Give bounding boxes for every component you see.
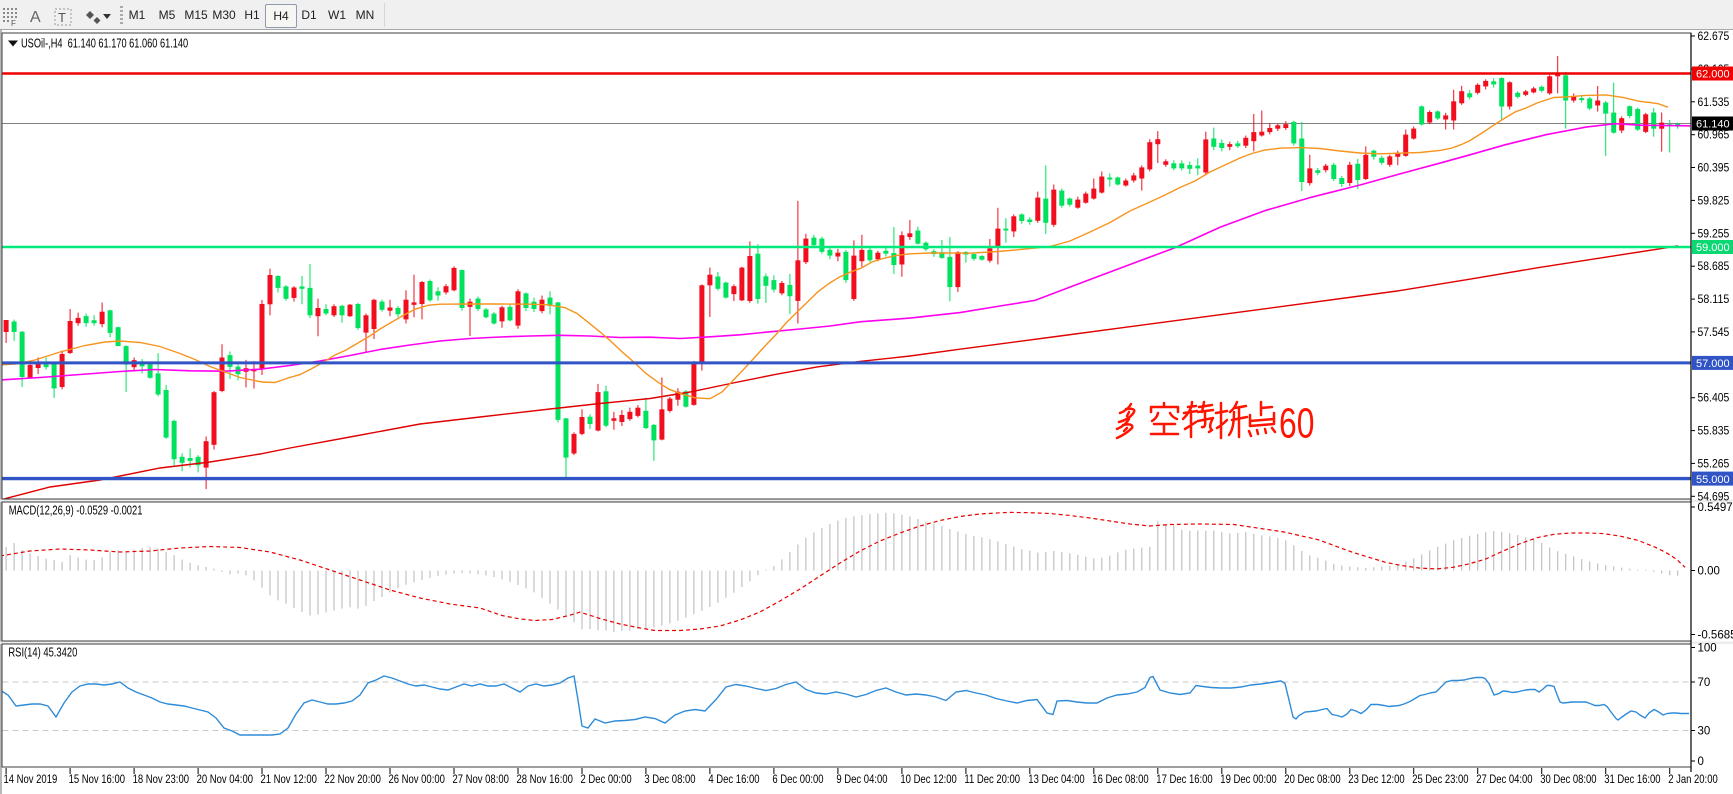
svg-text:60.395: 60.395: [1698, 163, 1730, 175]
svg-text:0: 0: [1698, 756, 1704, 768]
svg-text:9 Dec 04:00: 9 Dec 04:00: [836, 773, 887, 786]
svg-text:2 Jan 20:00: 2 Jan 20:00: [1668, 773, 1718, 786]
svg-text:55.265: 55.265: [1698, 458, 1730, 470]
svg-text:0.00: 0.00: [1698, 566, 1720, 578]
svg-text:10 Dec 12:00: 10 Dec 12:00: [900, 773, 957, 786]
svg-text:USOil-,H4 61.140 61.170 61.06: USOil-,H4 61.140 61.170 61.060 61.140: [21, 37, 188, 51]
svg-text:28 Nov 16:00: 28 Nov 16:00: [517, 773, 574, 786]
svg-text:60.965: 60.965: [1698, 130, 1730, 142]
svg-text:30: 30: [1698, 726, 1711, 738]
svg-text:T: T: [58, 10, 66, 25]
svg-text:62.675: 62.675: [1698, 31, 1730, 43]
svg-text:57.545: 57.545: [1698, 327, 1730, 339]
svg-text:21 Nov 12:00: 21 Nov 12:00: [261, 773, 318, 786]
svg-text:70: 70: [1698, 677, 1711, 689]
svg-text:3 Dec 08:00: 3 Dec 08:00: [644, 773, 695, 786]
svg-text:6 Dec 00:00: 6 Dec 00:00: [772, 773, 823, 786]
svg-text:RSI(14) 45.3420: RSI(14) 45.3420: [8, 646, 77, 660]
svg-text:4 Dec 16:00: 4 Dec 16:00: [708, 773, 759, 786]
svg-text:27 Nov 08:00: 27 Nov 08:00: [453, 773, 510, 786]
svg-text:27 Dec 04:00: 27 Dec 04:00: [1476, 773, 1533, 786]
svg-text:60: 60: [1279, 400, 1314, 448]
svg-text:59.000: 59.000: [1696, 242, 1730, 254]
svg-text:20 Dec 08:00: 20 Dec 08:00: [1284, 773, 1341, 786]
svg-text:26 Nov 00:00: 26 Nov 00:00: [389, 773, 446, 786]
svg-text:F: F: [11, 19, 16, 28]
svg-text:30 Dec 08:00: 30 Dec 08:00: [1540, 773, 1597, 786]
svg-text:55.835: 55.835: [1698, 426, 1730, 438]
svg-text:56.405: 56.405: [1698, 393, 1730, 405]
svg-text:13 Dec 04:00: 13 Dec 04:00: [1028, 773, 1085, 786]
svg-text:62.000: 62.000: [1696, 69, 1730, 81]
svg-text:2 Dec 00:00: 2 Dec 00:00: [581, 773, 632, 786]
svg-text:11 Dec 20:00: 11 Dec 20:00: [964, 773, 1020, 786]
svg-text:19 Dec 00:00: 19 Dec 00:00: [1220, 773, 1277, 786]
svg-text:59.825: 59.825: [1698, 195, 1730, 207]
svg-text:15 Nov 16:00: 15 Nov 16:00: [69, 773, 126, 786]
svg-text:18 Nov 23:00: 18 Nov 23:00: [133, 773, 190, 786]
svg-text:A: A: [30, 9, 41, 26]
svg-text:58.685: 58.685: [1698, 261, 1730, 273]
svg-text:16 Dec 08:00: 16 Dec 08:00: [1092, 773, 1149, 786]
svg-text:57.000: 57.000: [1696, 358, 1730, 370]
svg-text:MACD(12,26,9) -0.0529 -0.0021: MACD(12,26,9) -0.0529 -0.0021: [9, 504, 143, 518]
svg-text:55.000: 55.000: [1696, 474, 1730, 486]
svg-text:31 Dec 16:00: 31 Dec 16:00: [1604, 773, 1661, 786]
svg-text:23 Dec 12:00: 23 Dec 12:00: [1348, 773, 1405, 786]
svg-text:100: 100: [1698, 643, 1717, 655]
svg-text:61.535: 61.535: [1698, 97, 1730, 109]
svg-text:59.255: 59.255: [1698, 228, 1730, 240]
svg-text:20 Nov 04:00: 20 Nov 04:00: [197, 773, 254, 786]
svg-text:17 Dec 16:00: 17 Dec 16:00: [1156, 773, 1213, 786]
svg-text:25 Dec 23:00: 25 Dec 23:00: [1412, 773, 1469, 786]
svg-text:22 Nov 20:00: 22 Nov 20:00: [325, 773, 382, 786]
svg-text:14 Nov 2019: 14 Nov 2019: [4, 773, 58, 786]
svg-text:54.695: 54.695: [1698, 491, 1730, 503]
svg-text:0.5497: 0.5497: [1698, 502, 1733, 514]
svg-text:58.115: 58.115: [1698, 294, 1730, 306]
svg-text:61.140: 61.140: [1696, 119, 1730, 131]
svg-text:-0.5685: -0.5685: [1698, 630, 1733, 642]
